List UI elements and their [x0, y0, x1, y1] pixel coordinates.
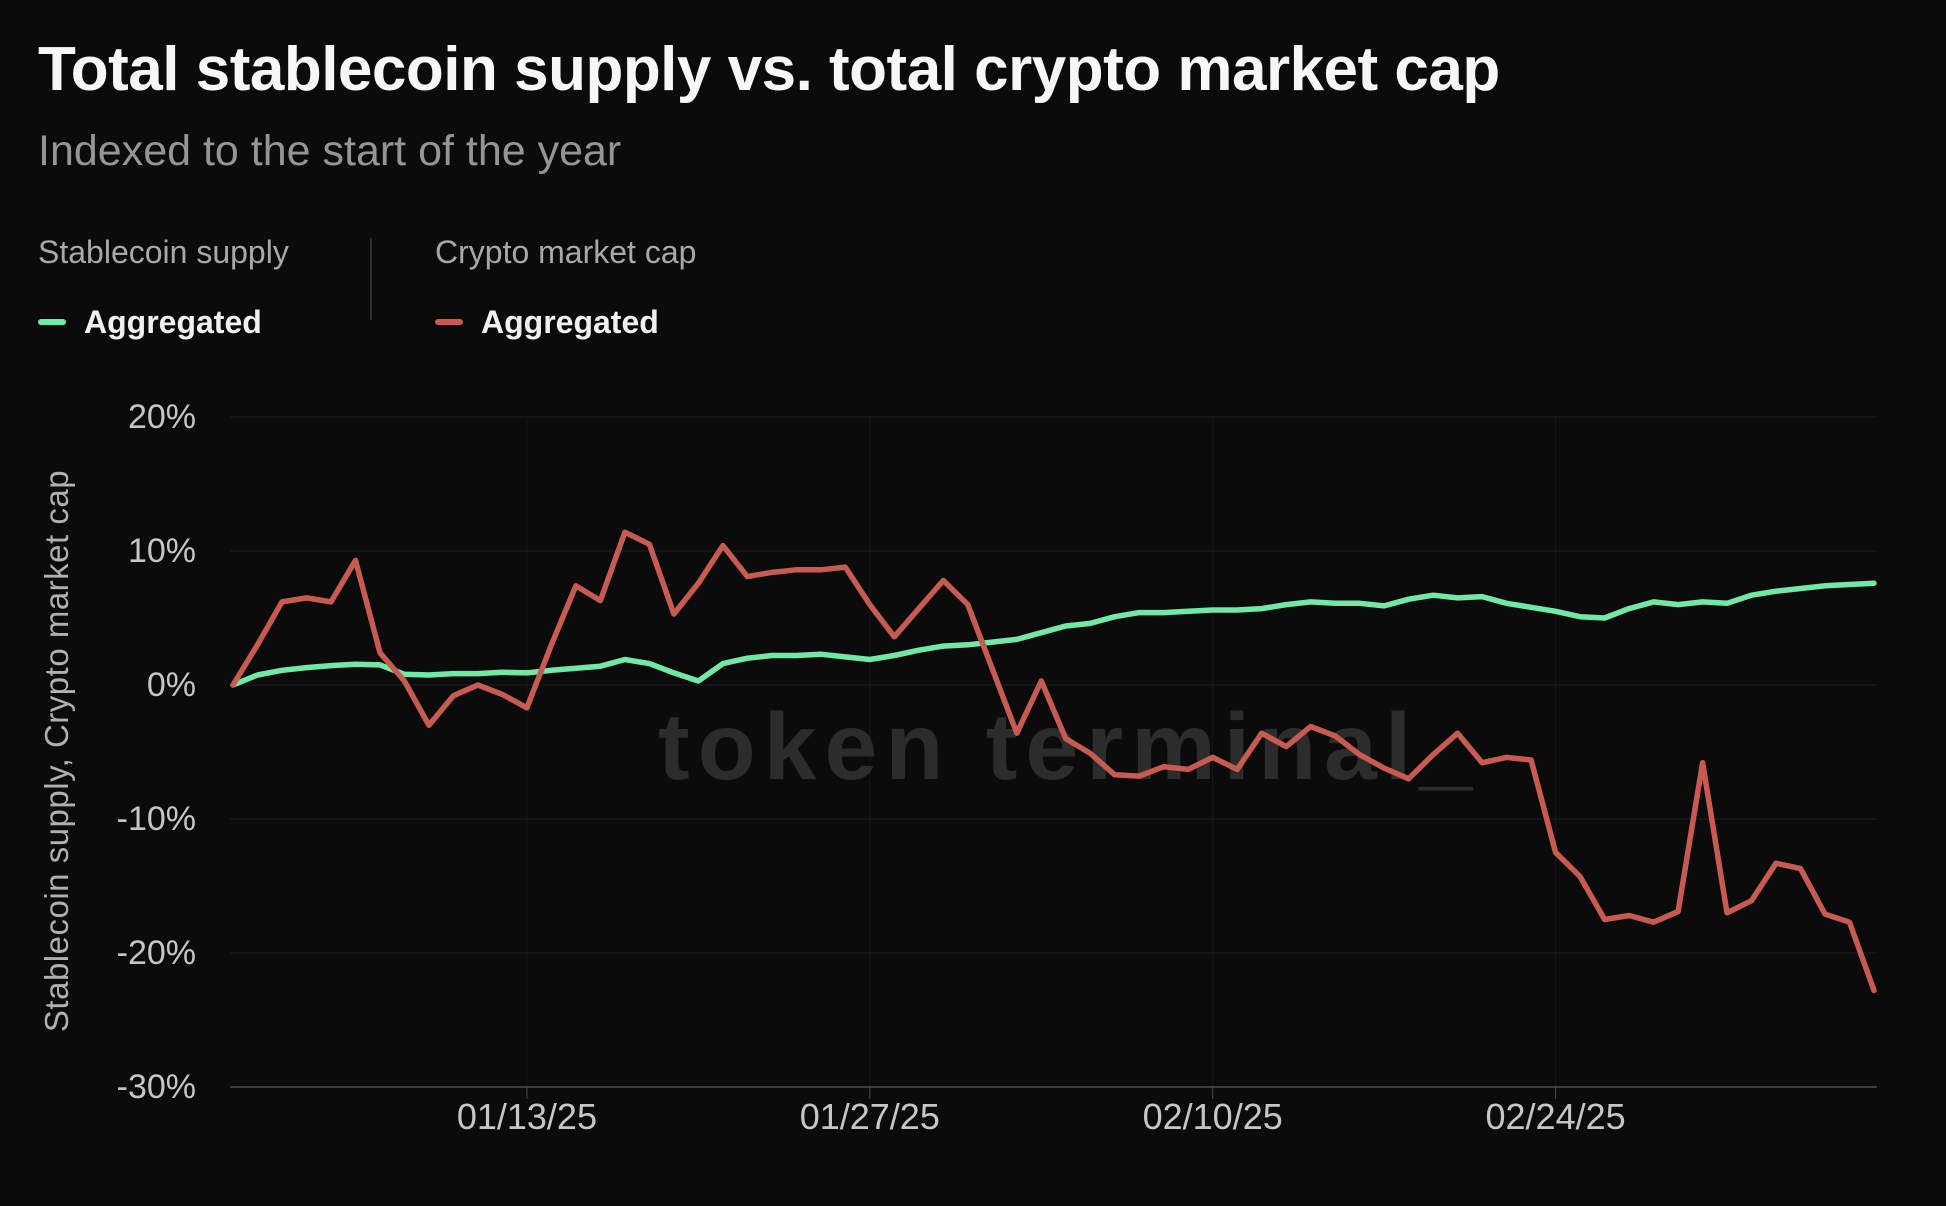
- legend-item-label: Aggregated: [84, 304, 262, 340]
- page-title: Total stablecoin supply vs. total crypto…: [38, 35, 1500, 104]
- x-tick-label: 02/24/25: [1485, 1096, 1626, 1137]
- legend-group-label: Stablecoin supply: [38, 234, 289, 270]
- y-tick-label: -20%: [116, 934, 196, 972]
- legend-group-label: Crypto market cap: [435, 234, 697, 270]
- y-tick-label: 10%: [127, 532, 196, 570]
- y-tick-label: -30%: [116, 1068, 196, 1106]
- x-tick-label: 02/10/25: [1142, 1096, 1283, 1137]
- page-subtitle: Indexed to the start of the year: [38, 127, 622, 175]
- x-tick-label: 01/13/25: [456, 1096, 597, 1137]
- y-tick-label: 0%: [146, 666, 196, 704]
- watermark: token terminal_: [658, 694, 1481, 800]
- legend-item-stablecoin-aggregated[interactable]: Aggregated: [38, 306, 289, 338]
- y-tick-label: -10%: [116, 800, 196, 838]
- legend-group-crypto-market-cap: Crypto market cap Aggregated: [435, 236, 696, 338]
- market-cap-series-swatch: [435, 319, 463, 325]
- y-tick-label: 20%: [127, 398, 196, 436]
- stablecoin-series-swatch: [38, 319, 66, 325]
- legend-item-marketcap-aggregated[interactable]: Aggregated: [435, 306, 696, 338]
- legend-divider: [370, 238, 372, 320]
- legend-group-stablecoin-supply: Stablecoin supply Aggregated: [38, 236, 289, 338]
- x-tick-label: 01/27/25: [799, 1096, 940, 1137]
- stablecoin-supply-line[interactable]: [230, 580, 1877, 688]
- crypto-market-cap-line[interactable]: [230, 529, 1877, 994]
- legend-item-label: Aggregated: [481, 304, 659, 340]
